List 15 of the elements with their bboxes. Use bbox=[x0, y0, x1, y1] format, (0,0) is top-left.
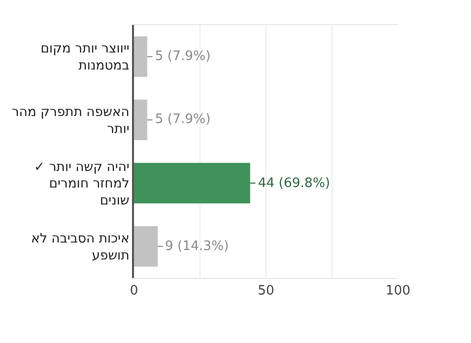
y-tick-label: ✓ יהיה קשה יותר למחזר חומרים שונים bbox=[34, 160, 130, 209]
data-label: 44 (69.8%) bbox=[258, 176, 330, 191]
data-label: 5 (7.9%) bbox=[155, 112, 211, 127]
bar bbox=[134, 36, 148, 77]
bar bbox=[134, 226, 158, 267]
x-tick-label: 50 bbox=[258, 284, 274, 299]
y-tick-label: איכות הסביבה לא תושפע bbox=[31, 231, 130, 264]
x-tick-label: 100 bbox=[386, 284, 410, 299]
x-tick-label: 0 bbox=[130, 284, 138, 299]
data-label: 5 (7.9%) bbox=[155, 49, 211, 64]
y-tick-label: האשפה תתפרק מהר יותר bbox=[12, 104, 130, 137]
data-label: 9 (14.3%) bbox=[165, 239, 229, 254]
bar bbox=[134, 162, 250, 204]
bar bbox=[134, 100, 148, 140]
y-tick-label: ייווצר יותר מקום במטמנות bbox=[40, 42, 130, 74]
